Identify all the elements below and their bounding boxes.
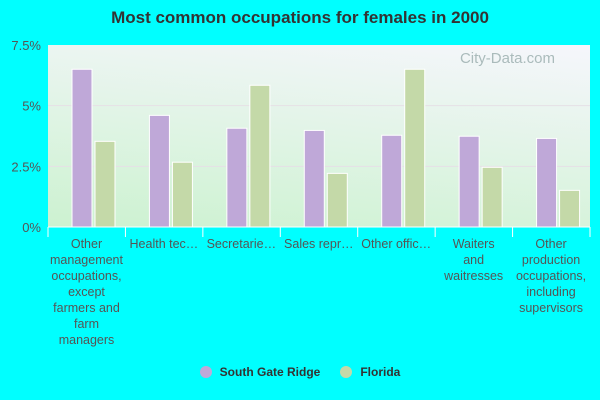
bar-south-gate-ridge — [458, 135, 480, 228]
x-tick-label-line: Other — [535, 237, 567, 251]
x-tick-label-line: farmers and — [53, 301, 120, 315]
x-tick-label: Other production occupations, including supe… — [513, 236, 590, 316]
x-tick-label: Sales repr… — [280, 236, 357, 252]
y-tick-label: 5% — [22, 99, 41, 114]
y-tick-label: 0% — [22, 220, 41, 235]
x-tick-label: Waiters and waitresses — [435, 236, 512, 284]
legend-label: Florida — [360, 365, 401, 379]
x-tick-label-line: except — [68, 285, 105, 299]
x-tick-label-line: supervisors — [519, 301, 584, 315]
x-tick-label-line: occupations, — [515, 269, 587, 283]
x-tick-label: Other offic… — [358, 236, 435, 252]
chart-title: Most common occupations for females in 2… — [111, 8, 489, 27]
x-tick-label-line: including — [526, 285, 576, 299]
watermark: City-Data.com — [460, 50, 555, 67]
bar-florida — [171, 161, 193, 228]
bar-south-gate-ridge — [303, 129, 325, 228]
legend-swatch — [340, 366, 353, 378]
bar-florida — [559, 189, 581, 228]
bar-south-gate-ridge — [381, 134, 403, 228]
x-tick-label-line: Sales repr… — [284, 237, 354, 251]
x-tick-label-line: Secretarie… — [206, 237, 277, 251]
x-tick-label: Other management occupations, except farmers… — [48, 236, 125, 348]
bar-south-gate-ridge — [536, 137, 558, 228]
bar-south-gate-ridge — [71, 68, 93, 228]
x-tick-label-line: occupations, — [51, 269, 122, 283]
x-tick-label-line: managers — [58, 333, 115, 347]
bar-florida — [404, 68, 426, 228]
x-tick-label-line: and — [463, 253, 485, 267]
bar-florida — [94, 140, 116, 228]
y-tick-label: 7.5% — [11, 38, 41, 53]
x-tick-label-line: management — [50, 253, 123, 267]
x-tick-label: Secretarie… — [203, 236, 280, 252]
y-tick-label: 2.5% — [11, 159, 41, 174]
bar-florida — [326, 172, 348, 228]
x-tick-label-line: farm — [74, 317, 99, 331]
x-tick-label-line: Health tec… — [129, 237, 199, 251]
x-tick-label: Health tec… — [125, 236, 202, 252]
legend-item: Florida — [340, 365, 400, 379]
bar-florida — [481, 166, 503, 228]
x-tick-label-line: production — [521, 253, 581, 267]
legend-label: South Gate Ridge — [219, 365, 321, 379]
bar-south-gate-ridge — [226, 127, 248, 228]
legend-swatch — [199, 366, 212, 378]
x-tick-label-line: Waiters — [452, 237, 495, 251]
bar-florida — [249, 84, 271, 228]
x-tick-label-line: Other offic… — [361, 237, 432, 251]
x-tick-label-line: waitresses — [444, 269, 504, 283]
legend: South Gate Ridge Florida — [0, 365, 600, 381]
legend-item: South Gate Ridge — [199, 365, 321, 379]
x-tick-label-line: Other — [70, 237, 103, 251]
bar-south-gate-ridge — [148, 114, 170, 228]
